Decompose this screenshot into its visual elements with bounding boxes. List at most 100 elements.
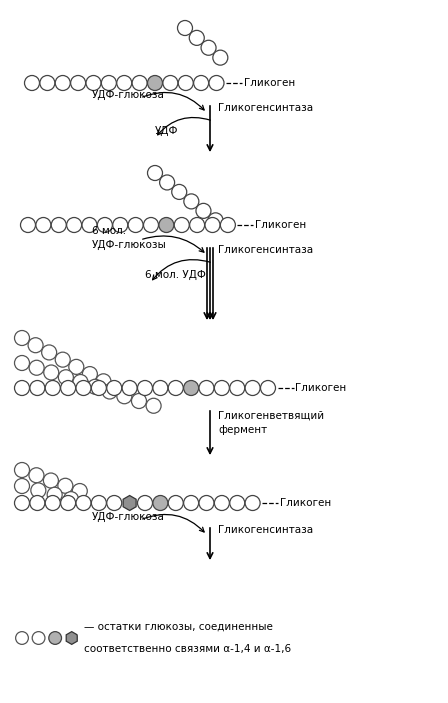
Circle shape <box>88 379 103 394</box>
Circle shape <box>31 483 46 498</box>
Text: Гликоген: Гликоген <box>280 498 332 508</box>
Circle shape <box>122 380 137 396</box>
Circle shape <box>64 491 78 507</box>
Circle shape <box>29 360 44 375</box>
Circle shape <box>25 75 39 91</box>
Circle shape <box>86 75 101 91</box>
Circle shape <box>153 380 168 396</box>
Circle shape <box>194 75 209 91</box>
Circle shape <box>29 467 44 483</box>
Circle shape <box>215 496 229 510</box>
Circle shape <box>91 380 106 396</box>
Circle shape <box>168 496 183 510</box>
Circle shape <box>44 365 59 380</box>
Circle shape <box>117 389 132 404</box>
Text: Гликоген: Гликоген <box>244 78 295 88</box>
Text: — остатки глюкозы, соединенные: — остатки глюкозы, соединенные <box>85 621 273 631</box>
Circle shape <box>14 356 30 370</box>
Circle shape <box>51 217 66 233</box>
Circle shape <box>16 631 28 645</box>
Circle shape <box>215 380 229 396</box>
Circle shape <box>163 75 178 91</box>
Circle shape <box>76 380 91 396</box>
Circle shape <box>117 75 132 91</box>
Circle shape <box>153 496 168 510</box>
Text: Гликогенсинтаза: Гликогенсинтаза <box>218 103 313 113</box>
Polygon shape <box>123 496 136 510</box>
Circle shape <box>159 175 175 190</box>
Circle shape <box>208 213 223 228</box>
Circle shape <box>113 217 128 233</box>
Text: УДФ-глюкоза: УДФ-глюкоза <box>92 512 165 522</box>
Circle shape <box>49 631 61 645</box>
Circle shape <box>107 380 122 396</box>
Circle shape <box>190 217 205 233</box>
Circle shape <box>220 217 235 233</box>
Circle shape <box>97 217 112 233</box>
Circle shape <box>168 380 183 396</box>
Circle shape <box>76 496 91 510</box>
Circle shape <box>40 75 55 91</box>
Circle shape <box>47 487 62 502</box>
Circle shape <box>199 496 214 510</box>
Circle shape <box>147 165 163 181</box>
Circle shape <box>245 496 260 510</box>
Circle shape <box>55 75 70 91</box>
Text: УДФ-глюкоза: УДФ-глюкоза <box>92 90 165 100</box>
Text: Гликогенветвящий: Гликогенветвящий <box>218 411 324 421</box>
Circle shape <box>199 380 214 396</box>
Circle shape <box>42 345 56 360</box>
Circle shape <box>213 50 228 65</box>
Circle shape <box>72 484 87 498</box>
Circle shape <box>107 496 122 510</box>
Circle shape <box>96 374 111 389</box>
Text: соответственно связями α-1,4 и α-1,6: соответственно связями α-1,4 и α-1,6 <box>85 645 292 654</box>
Text: Гликоген: Гликоген <box>296 383 347 393</box>
Circle shape <box>71 75 86 91</box>
Polygon shape <box>66 631 77 645</box>
Circle shape <box>196 203 211 219</box>
Circle shape <box>172 184 187 200</box>
Circle shape <box>73 375 88 389</box>
Circle shape <box>131 394 146 408</box>
Circle shape <box>138 380 152 396</box>
Circle shape <box>58 478 73 494</box>
Circle shape <box>14 479 30 494</box>
Circle shape <box>143 217 159 233</box>
Circle shape <box>30 496 45 510</box>
Circle shape <box>132 75 147 91</box>
Circle shape <box>260 380 276 396</box>
Circle shape <box>184 496 198 510</box>
Circle shape <box>189 30 204 46</box>
Circle shape <box>101 75 116 91</box>
Circle shape <box>91 496 106 510</box>
Circle shape <box>230 380 245 396</box>
Circle shape <box>67 217 82 233</box>
Circle shape <box>205 217 220 233</box>
Circle shape <box>14 463 30 477</box>
Circle shape <box>184 194 199 209</box>
Circle shape <box>174 217 189 233</box>
Circle shape <box>138 496 152 510</box>
Circle shape <box>230 496 245 510</box>
Text: 6 мол. УДФ: 6 мол. УДФ <box>145 270 206 280</box>
Circle shape <box>30 380 45 396</box>
Circle shape <box>14 496 30 510</box>
Circle shape <box>177 20 193 35</box>
Circle shape <box>14 380 30 396</box>
Circle shape <box>159 217 174 233</box>
Circle shape <box>201 40 216 56</box>
Circle shape <box>209 75 224 91</box>
Circle shape <box>245 380 260 396</box>
Circle shape <box>147 75 163 91</box>
Text: фермент: фермент <box>218 425 267 435</box>
Circle shape <box>60 496 76 510</box>
Circle shape <box>82 366 97 382</box>
Text: УДФ-глюкозы: УДФ-глюкозы <box>92 240 167 250</box>
Circle shape <box>28 337 43 353</box>
Text: Гликоген: Гликоген <box>255 220 306 230</box>
Circle shape <box>14 330 30 345</box>
Circle shape <box>36 217 51 233</box>
Text: УДФ: УДФ <box>155 126 178 136</box>
Circle shape <box>128 217 143 233</box>
